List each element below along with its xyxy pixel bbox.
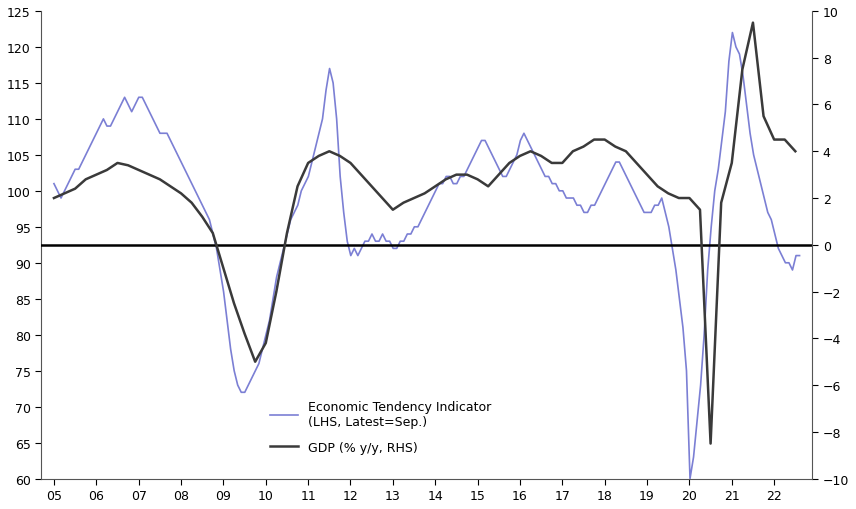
Legend: Economic Tendency Indicator
(LHS, Latest=Sep.), GDP (% y/y, RHS): Economic Tendency Indicator (LHS, Latest… [270, 401, 490, 454]
